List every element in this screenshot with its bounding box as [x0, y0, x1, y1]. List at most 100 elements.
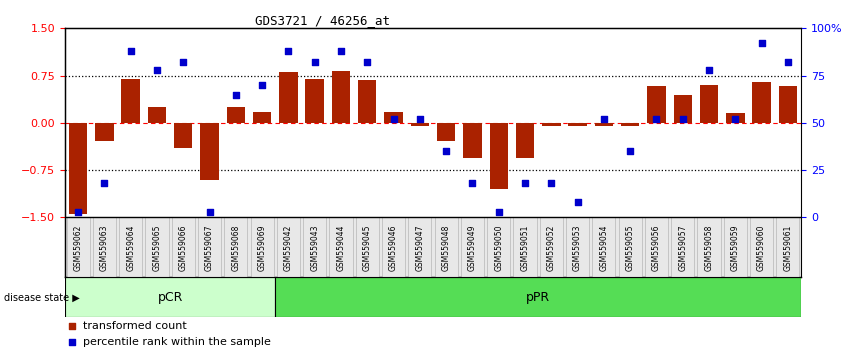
Text: GSM559053: GSM559053 [573, 224, 582, 271]
Point [71, 209, 85, 215]
Text: GSM559060: GSM559060 [757, 224, 766, 271]
Point [597, 116, 611, 122]
Point [493, 256, 507, 261]
Point [754, 41, 768, 46]
Text: GSM559050: GSM559050 [494, 224, 503, 271]
Bar [275, 278, 801, 317]
Text: GSM559048: GSM559048 [442, 224, 450, 270]
Bar [647, 86, 666, 123]
FancyBboxPatch shape [171, 217, 195, 278]
Bar [463, 123, 481, 158]
Bar [621, 123, 639, 126]
Bar [700, 85, 718, 123]
Bar [385, 112, 403, 123]
FancyBboxPatch shape [776, 217, 799, 278]
Text: GSM559058: GSM559058 [705, 224, 714, 270]
FancyBboxPatch shape [93, 217, 116, 278]
FancyBboxPatch shape [435, 217, 458, 278]
Bar [174, 123, 192, 148]
Bar [489, 123, 508, 189]
Text: GSM559042: GSM559042 [284, 224, 293, 270]
Text: GSM559061: GSM559061 [784, 224, 792, 270]
FancyBboxPatch shape [750, 217, 773, 278]
Point [124, 48, 138, 54]
Text: GSM559051: GSM559051 [520, 224, 529, 270]
FancyBboxPatch shape [408, 217, 431, 278]
FancyBboxPatch shape [645, 217, 668, 278]
Bar [753, 82, 771, 123]
Text: GSM559044: GSM559044 [337, 224, 346, 271]
Point [466, 181, 480, 186]
Text: GSM559056: GSM559056 [652, 224, 661, 271]
Text: GSM559049: GSM559049 [468, 224, 477, 271]
Bar [358, 80, 377, 123]
Bar [65, 278, 275, 317]
Bar [674, 95, 692, 123]
Bar [69, 123, 87, 214]
Text: GSM559065: GSM559065 [152, 224, 161, 271]
Bar [200, 123, 219, 180]
Text: GSM559047: GSM559047 [416, 224, 424, 271]
Text: GSM559045: GSM559045 [363, 224, 372, 271]
Bar [332, 71, 350, 123]
Text: GSM559055: GSM559055 [625, 224, 635, 271]
Text: GSM559069: GSM559069 [257, 224, 267, 271]
FancyBboxPatch shape [145, 217, 169, 278]
Text: pCR: pCR [158, 291, 183, 304]
FancyBboxPatch shape [671, 217, 695, 278]
FancyBboxPatch shape [618, 217, 642, 278]
Text: GSM559057: GSM559057 [678, 224, 688, 271]
Text: GSM559059: GSM559059 [731, 224, 740, 271]
Bar [253, 112, 271, 123]
Text: disease state ▶: disease state ▶ [4, 292, 80, 302]
Text: GSM559063: GSM559063 [100, 224, 109, 271]
Point [781, 59, 795, 65]
Bar [306, 79, 324, 123]
FancyBboxPatch shape [566, 217, 589, 278]
Point [675, 116, 689, 122]
Bar [437, 123, 456, 141]
Point [493, 104, 507, 110]
Text: GSM559052: GSM559052 [546, 224, 556, 270]
Point [728, 116, 742, 122]
Point [571, 200, 585, 205]
Text: GSM559062: GSM559062 [74, 224, 82, 270]
Bar [726, 113, 745, 123]
Point [413, 116, 427, 122]
Point [702, 67, 716, 73]
Point [307, 59, 321, 65]
Point [650, 116, 663, 122]
Text: transformed count: transformed count [83, 321, 187, 331]
FancyBboxPatch shape [592, 217, 616, 278]
Text: GSM559064: GSM559064 [126, 224, 135, 271]
Bar [595, 123, 613, 126]
Point [439, 148, 453, 154]
Bar [410, 123, 429, 126]
Text: percentile rank within the sample: percentile rank within the sample [83, 337, 271, 347]
Point [281, 48, 295, 54]
Bar [65, 217, 801, 278]
Point [624, 148, 637, 154]
Text: GSM559066: GSM559066 [178, 224, 188, 271]
Bar [279, 73, 298, 123]
Point [492, 209, 506, 215]
FancyBboxPatch shape [461, 217, 484, 278]
Point [545, 181, 559, 186]
Bar [568, 123, 587, 126]
FancyBboxPatch shape [382, 217, 405, 278]
Title: GDS3721 / 46256_at: GDS3721 / 46256_at [255, 14, 390, 27]
FancyBboxPatch shape [540, 217, 563, 278]
Bar [121, 79, 140, 123]
Text: GSM559046: GSM559046 [389, 224, 398, 271]
FancyBboxPatch shape [356, 217, 378, 278]
Text: pPR: pPR [526, 291, 550, 304]
FancyBboxPatch shape [277, 217, 300, 278]
Point [386, 116, 400, 122]
Bar [95, 123, 113, 141]
Text: GSM559043: GSM559043 [310, 224, 320, 271]
Bar [542, 123, 560, 126]
Bar [516, 123, 534, 158]
FancyBboxPatch shape [67, 217, 90, 278]
FancyBboxPatch shape [514, 217, 537, 278]
FancyBboxPatch shape [120, 217, 142, 278]
